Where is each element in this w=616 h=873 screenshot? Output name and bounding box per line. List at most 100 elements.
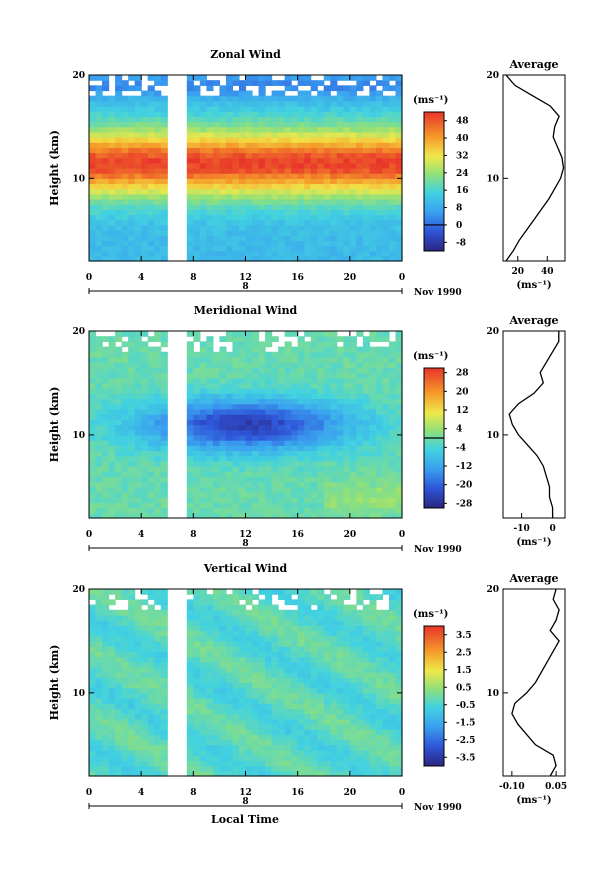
heatmap-cell <box>284 157 292 164</box>
heatmap-cell <box>199 419 207 426</box>
heatmap-cell <box>147 100 155 107</box>
profile-x-tick-label: 20 <box>511 267 524 277</box>
heatmap-cell <box>330 744 338 751</box>
heatmap-cell <box>121 388 129 394</box>
heatmap-cell <box>147 121 155 128</box>
heatmap-cell <box>356 666 364 673</box>
heatmap-cell <box>108 116 116 123</box>
heatmap-cell <box>206 609 214 616</box>
heatmap-cell <box>265 445 273 452</box>
heatmap-cell <box>193 95 201 102</box>
heatmap-cell <box>141 382 149 389</box>
heatmap-cell <box>199 492 207 498</box>
heatmap-cell <box>206 80 214 86</box>
heatmap-cell <box>278 739 286 746</box>
heatmap-cell <box>362 486 370 493</box>
heatmap-cell <box>115 204 123 210</box>
heatmap-cell <box>395 147 403 154</box>
heatmap-cell <box>154 672 162 678</box>
heatmap-cell <box>317 672 325 678</box>
heatmap-cell <box>297 367 305 374</box>
heatmap-cell <box>258 666 266 673</box>
heatmap-cell <box>258 455 266 462</box>
heatmap-cell <box>349 152 357 159</box>
heatmap-cell <box>330 460 338 467</box>
heatmap-cell <box>134 157 142 164</box>
heatmap-cell <box>382 744 390 751</box>
heatmap-cell <box>369 183 377 190</box>
heatmap-cell <box>291 672 299 678</box>
heatmap-cell <box>291 434 299 441</box>
heatmap-cell <box>304 224 312 231</box>
heatmap-cell <box>330 692 338 699</box>
heatmap-cell <box>141 698 149 704</box>
heatmap-cell <box>238 193 247 200</box>
heatmap-cell <box>336 614 344 621</box>
heatmap-cell <box>225 599 234 606</box>
heatmap-cell <box>206 183 214 190</box>
heatmap-cell <box>258 630 266 637</box>
heatmap-cell <box>323 235 331 241</box>
heatmap-cell <box>193 137 201 143</box>
heatmap-cell <box>245 157 253 164</box>
heatmap-cell <box>102 672 110 678</box>
heatmap-cell <box>154 382 162 389</box>
heatmap-cell <box>375 393 384 400</box>
heatmap-cell <box>238 594 247 600</box>
heatmap-cell <box>193 414 201 420</box>
heatmap-cell <box>225 408 234 415</box>
heatmap-cell <box>245 209 253 216</box>
heatmap-cell <box>141 95 149 102</box>
heatmap-cell <box>317 765 325 772</box>
heatmap-cell <box>323 630 331 637</box>
heatmap-cell <box>95 85 103 92</box>
heatmap-cell <box>212 486 221 493</box>
heatmap-cell <box>369 450 377 457</box>
heatmap-cell <box>212 718 221 725</box>
heatmap-cell <box>199 635 207 642</box>
heatmap-cell <box>115 666 123 673</box>
heatmap-cell <box>330 445 338 452</box>
heatmap-cell <box>206 245 214 252</box>
heatmap-cell <box>186 398 194 405</box>
heatmap-cell <box>134 471 142 478</box>
heatmap-cell <box>212 111 221 117</box>
heatmap-cell <box>193 661 201 668</box>
heatmap-cell <box>271 382 279 389</box>
heatmap-cell <box>199 609 207 616</box>
heatmap-cell <box>336 497 344 504</box>
heatmap-cell <box>258 471 266 478</box>
heatmap-cell <box>284 713 292 720</box>
heatmap-cell <box>284 625 292 632</box>
heatmap-cell <box>232 594 240 600</box>
heatmap-cell <box>128 372 136 379</box>
heatmap-cell <box>369 168 377 174</box>
heatmap-cell <box>245 594 253 600</box>
heatmap-cell <box>89 698 97 704</box>
heatmap-cell <box>160 131 168 138</box>
heatmap-cell <box>121 661 129 668</box>
heatmap-cell <box>349 214 357 221</box>
heatmap-cell <box>128 351 136 358</box>
heatmap-cell <box>323 682 331 689</box>
heatmap-cell <box>193 486 201 493</box>
heatmap-cell <box>336 100 344 107</box>
heatmap-cell <box>225 116 234 123</box>
heatmap-cell <box>128 687 136 694</box>
heatmap-cell <box>297 173 305 179</box>
heatmap-cell <box>245 651 253 658</box>
heatmap-cell <box>278 703 286 710</box>
heatmap-cell <box>310 388 318 394</box>
heatmap-cell <box>369 760 377 767</box>
heatmap-cell <box>206 661 214 668</box>
heatmap-cell <box>121 739 129 746</box>
x-tick-label: 0 <box>86 530 92 540</box>
heatmap-cell <box>219 677 227 684</box>
heatmap-cell <box>336 424 344 431</box>
heatmap-cell <box>382 620 390 626</box>
heatmap-cell <box>336 718 344 725</box>
heatmap-cell <box>141 152 149 159</box>
heatmap-cell <box>284 765 292 772</box>
heatmap-cell <box>238 121 247 128</box>
heatmap-cell <box>121 111 129 117</box>
